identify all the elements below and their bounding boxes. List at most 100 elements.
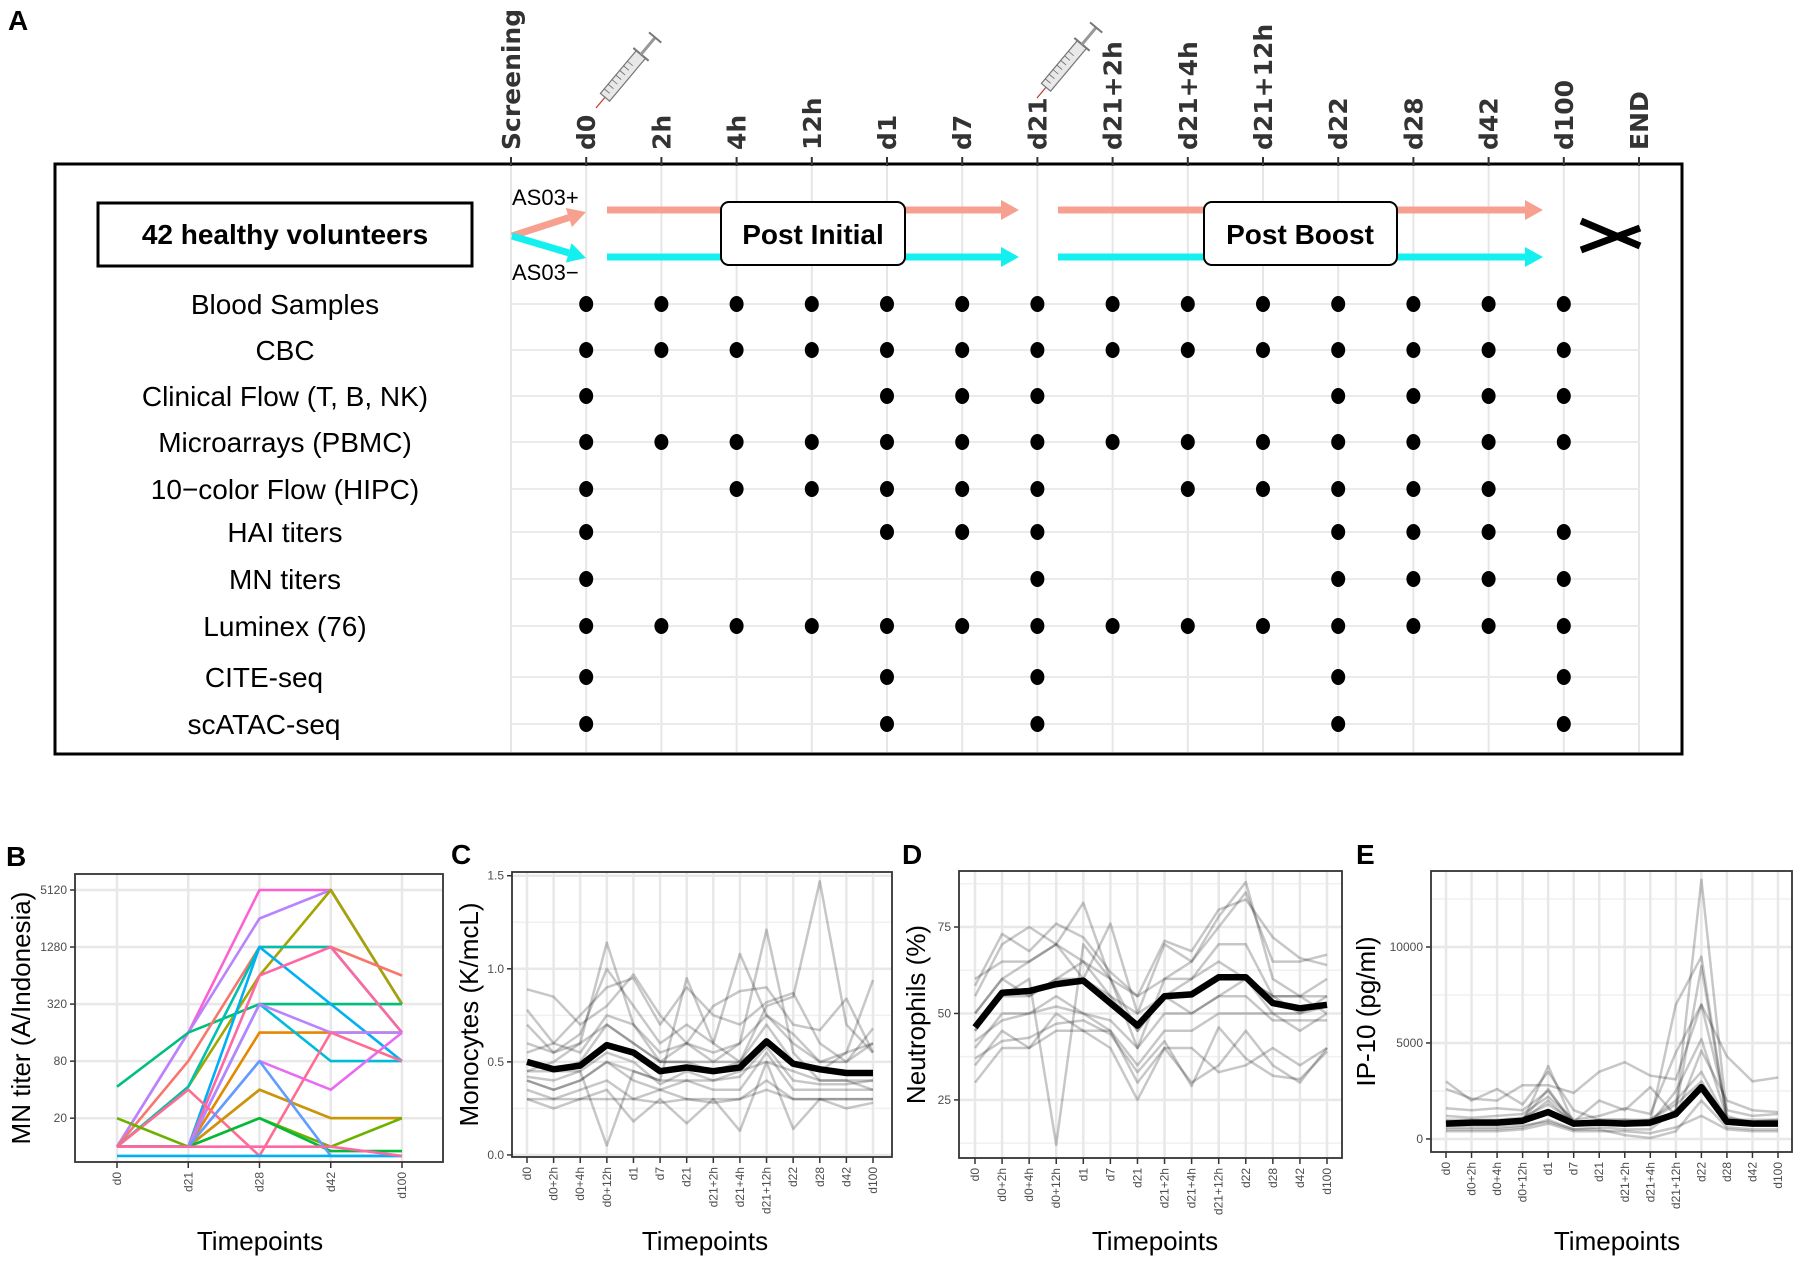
syringe-icon	[595, 31, 662, 109]
sample-dot-cbc-d1	[880, 342, 894, 358]
sample-dot-hai-titers-d1	[880, 524, 894, 540]
sample-dot-cbc-4h	[729, 342, 744, 358]
individual-line-2	[974, 880, 1327, 1050]
phase-label-post-initial: Post Initial	[742, 219, 884, 250]
sample-dot-luminex-76-d21	[1030, 618, 1045, 634]
sample-dot-mn-titers-d28	[1406, 571, 1421, 587]
individual-line-10	[974, 994, 1327, 1050]
arrow-split-as03-minus	[511, 232, 586, 263]
individual-line-7	[526, 1060, 874, 1133]
sample-dot-cbc-d42	[1481, 342, 1496, 358]
assay-label-microarrays-pbmc: Microarrays (PBMC)	[158, 427, 412, 458]
sample-dot-clinical-flow-t-b-nk-d22	[1331, 388, 1346, 404]
sample-dot-scatac-seq-d22	[1331, 716, 1346, 732]
individual-line-9	[1446, 1114, 1778, 1135]
sample-dot-microarrays-pbmc-12h	[804, 434, 819, 450]
x-tick-label-d0-4h: d0+4h	[573, 1167, 587, 1201]
individual-line-2	[1445, 955, 1779, 1123]
sample-dot-microarrays-pbmc-d21-2h	[1105, 434, 1120, 450]
x-axis-title: Timepoints	[197, 1226, 323, 1256]
sample-dot-scatac-seq-d21	[1030, 716, 1045, 732]
arm-label-as03-minus: AS03−	[512, 260, 579, 285]
x-tick-label-d0-2h: d0+2h	[995, 1168, 1009, 1202]
y-axis-title: MN titer (A/Indonesia)	[6, 892, 36, 1145]
column-header-12h: 12h	[798, 97, 827, 150]
x-tick-label-d28: d28	[1720, 1162, 1734, 1182]
y-tick-label: 0.0	[487, 1148, 504, 1162]
column-header-d42: d42	[1475, 97, 1504, 150]
individual-line-8	[1445, 1003, 1779, 1122]
sample-dot-cite-seq-d22	[1331, 669, 1346, 685]
x-axis-title: Timepoints	[642, 1226, 768, 1256]
x-tick-label-d7: d7	[653, 1167, 667, 1181]
sample-dot-cite-seq-d0	[579, 669, 594, 685]
panel-label-e: E	[1356, 839, 1375, 870]
sample-dot-luminex-76-d1	[880, 618, 894, 634]
assay-label-blood-samples: Blood Samples	[191, 289, 379, 320]
sample-dot-10-color-flow-hipc-d21-4h	[1180, 481, 1195, 497]
y-tick-label: 0	[1416, 1132, 1423, 1146]
individual-line-5	[974, 994, 1328, 1067]
schedule-frame	[53, 162, 1684, 756]
panel-label-d: D	[902, 839, 922, 870]
x-tick-label-d42: d42	[1745, 1162, 1759, 1182]
x-tick-label-d0-4h: d0+4h	[1022, 1168, 1036, 1202]
x-tick-label-d28: d28	[1266, 1168, 1280, 1188]
x-tick-label-d7: d7	[1103, 1168, 1117, 1182]
sample-dot-luminex-76-d21-12h	[1256, 618, 1270, 634]
panel-label-b: B	[6, 841, 26, 872]
sample-dot-luminex-76-d42	[1481, 618, 1496, 634]
column-header-screening: Screening	[497, 9, 526, 150]
column-header-d28: d28	[1399, 97, 1428, 150]
x-tick-label-d0: d0	[968, 1168, 982, 1182]
y-tick-label: 5000	[1396, 1036, 1423, 1050]
cohort-box	[96, 201, 474, 268]
sample-dot-mn-titers-d21	[1030, 571, 1045, 587]
column-header-4h: 4h	[723, 115, 752, 150]
x-tick-label-d0: d0	[110, 1172, 124, 1186]
x-tick-label-d0-4h: d0+4h	[1490, 1162, 1504, 1196]
individual-line-11	[973, 898, 1328, 998]
x-tick-label-d7: d7	[1567, 1162, 1581, 1176]
plot-frame	[1430, 870, 1793, 1153]
sample-dot-mn-titers-d0	[579, 571, 594, 587]
phase-label-post-boost: Post Boost	[1226, 219, 1374, 250]
y-tick-label: 75	[938, 920, 952, 934]
individual-line-2	[527, 1060, 873, 1147]
individual-line-11	[526, 952, 874, 1064]
sample-dot-luminex-76-12h	[804, 618, 819, 634]
panel-b-mn-titer-chart: B 20 80 320 1280 5120 d0 d21 d28 d42 d100 MN titer…	[6, 841, 444, 1256]
sample-dot-clinical-flow-t-b-nk-d28	[1406, 388, 1421, 404]
assay-label-clinical-flow-t-b-nk: Clinical Flow (T, B, NK)	[142, 381, 428, 412]
x-tick-label-d21-4h: d21+4h	[1185, 1168, 1199, 1208]
sample-dot-luminex-76-d0	[579, 618, 594, 634]
sample-dot-cbc-d22	[1331, 342, 1346, 358]
sample-dot-microarrays-pbmc-d21-4h	[1180, 434, 1195, 450]
x-tick-label-d21: d21	[1130, 1168, 1144, 1188]
sample-dot-luminex-76-4h	[729, 618, 744, 634]
x-tick-label-d100: d100	[866, 1167, 880, 1194]
y-tick-label: 1.5	[487, 869, 504, 883]
assay-label-cbc: CBC	[255, 335, 314, 366]
x-tick-label-d0-12h: d0+12h	[600, 1167, 614, 1207]
x-tick-label-d21-12h: d21+12h	[1669, 1162, 1683, 1209]
sample-dot-microarrays-pbmc-d100	[1556, 434, 1571, 450]
x-tick-label-d42: d42	[1293, 1168, 1307, 1188]
column-header-end: END	[1625, 91, 1654, 150]
vaccination-markers	[595, 21, 1103, 109]
sample-dot-mn-titers-d22	[1331, 571, 1346, 587]
end-x-icon	[1579, 217, 1642, 254]
individual-line-6	[974, 943, 1328, 998]
individual-line-13	[526, 976, 874, 1064]
sample-dot-10-color-flow-hipc-d21	[1030, 481, 1045, 497]
sample-dot-cbc-d21-12h	[1256, 342, 1270, 358]
x-tick-label-d21-12h: d21+12h	[760, 1167, 774, 1214]
sample-dot-hai-titers-d42	[1481, 524, 1496, 540]
y-tick-label: 5120	[40, 883, 67, 897]
sample-dot-microarrays-pbmc-2h	[654, 434, 669, 450]
sample-dot-clinical-flow-t-b-nk-d100	[1556, 388, 1571, 404]
individual-line-14	[526, 1045, 874, 1086]
x-tick-label-d42: d42	[324, 1172, 338, 1192]
sample-dot-mn-titers-d100	[1556, 571, 1571, 587]
